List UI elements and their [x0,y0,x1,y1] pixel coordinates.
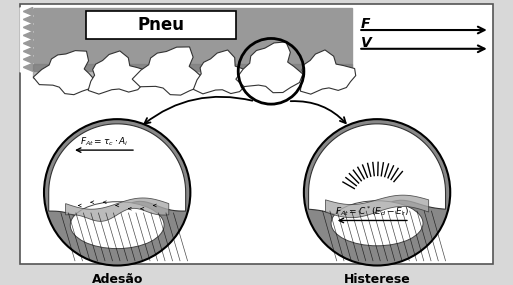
Polygon shape [24,55,33,63]
Polygon shape [24,23,33,31]
Polygon shape [24,39,33,47]
Polygon shape [24,47,33,55]
Polygon shape [325,195,429,218]
Polygon shape [24,31,33,39]
Text: $F_{At}=C^*(E_d-E_r)$: $F_{At}=C^*(E_d-E_r)$ [336,204,409,218]
Polygon shape [24,63,33,71]
Circle shape [304,119,450,266]
Text: V: V [361,36,372,50]
Polygon shape [24,7,33,15]
Text: F: F [361,17,370,31]
Polygon shape [88,51,149,94]
Text: Adesão: Adesão [91,273,143,285]
Polygon shape [236,42,303,93]
Ellipse shape [70,202,164,249]
Text: $F_{At}=\tau_c \cdot A_i$: $F_{At}=\tau_c \cdot A_i$ [80,135,128,148]
Polygon shape [49,124,186,221]
Polygon shape [24,15,33,23]
Polygon shape [193,50,252,94]
Polygon shape [33,51,96,95]
Bar [86,11,236,39]
Text: Pneu: Pneu [138,16,185,34]
Ellipse shape [331,201,423,246]
Circle shape [44,119,190,266]
Polygon shape [66,198,169,221]
Text: Histerese: Histerese [344,273,410,285]
Bar [33,7,352,71]
Bar [33,64,352,78]
Polygon shape [132,47,204,95]
Polygon shape [308,124,446,218]
Polygon shape [300,50,356,94]
